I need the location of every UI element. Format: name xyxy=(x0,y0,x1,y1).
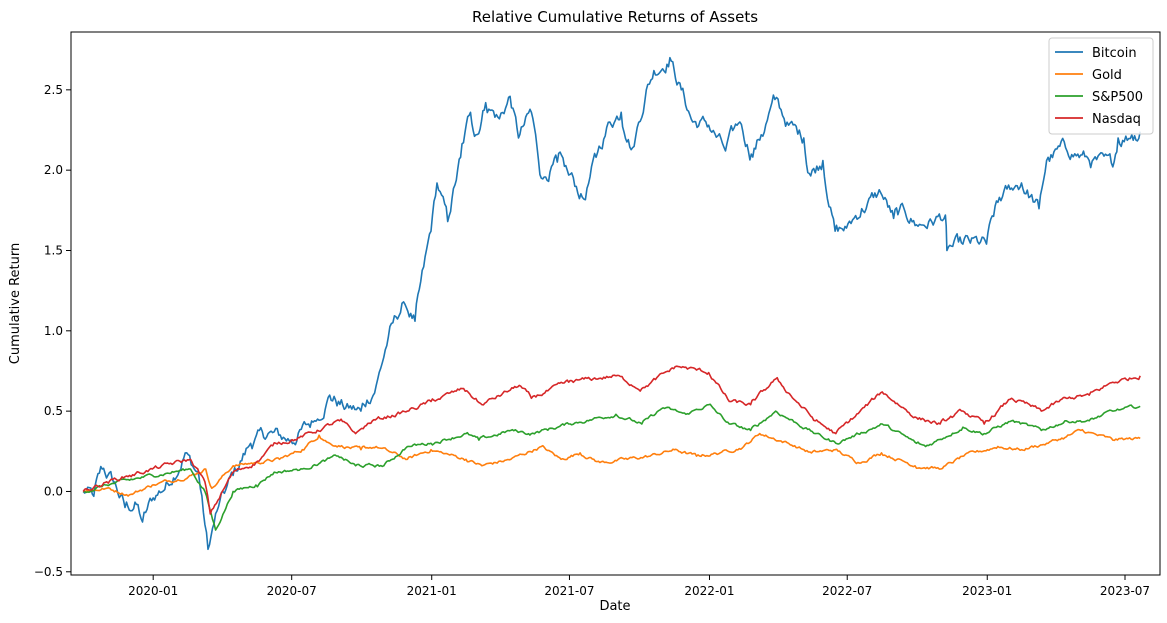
y-tick-label: 2.0 xyxy=(44,163,63,177)
legend-box xyxy=(1048,37,1154,135)
x-tick-label: 2020-07 xyxy=(267,584,317,598)
y-tick-label: 0.0 xyxy=(44,484,63,498)
legend-label-s-p500: S&P500 xyxy=(1092,90,1143,105)
legend-label-nasdaq: Nasdaq xyxy=(1092,112,1141,127)
plot-area xyxy=(70,31,1161,576)
x-axis-title: Date xyxy=(599,599,630,614)
y-tick-label: 2.5 xyxy=(44,83,63,97)
x-axis: 2020-01 2020-07 2021-01 2021-07 2022-01 2022-… xyxy=(128,575,1150,598)
series-line-nasdaq xyxy=(82,365,1141,515)
series-line-s-p500 xyxy=(83,403,1141,531)
legend-label-bitcoin: Bitcoin xyxy=(1092,46,1137,61)
x-tick-label: 2023-07 xyxy=(1100,584,1150,598)
y-tick-label: −0.5 xyxy=(34,565,63,579)
series-line-bitcoin xyxy=(82,56,1141,551)
y-tick-label: 0.5 xyxy=(44,404,63,418)
legend-label-gold: Gold xyxy=(1092,68,1122,83)
x-tick-label: 2021-07 xyxy=(544,584,594,598)
x-tick-label: 2022-07 xyxy=(822,584,872,598)
series-line-gold xyxy=(83,428,1141,497)
y-axis-title: Cumulative Return xyxy=(8,243,23,364)
chart-title: Relative Cumulative Returns of Assets xyxy=(472,8,758,26)
x-tick-label: 2023-01 xyxy=(962,584,1012,598)
x-tick-label: 2020-01 xyxy=(128,584,178,598)
y-tick-label: 1.5 xyxy=(44,243,63,257)
legend: Bitcoin Gold S&P500 Nasdaq xyxy=(1048,37,1154,135)
plot-frame xyxy=(70,31,1161,576)
x-tick-label: 2022-01 xyxy=(684,584,734,598)
y-axis: −0.5 0.0 0.5 1.0 1.5 2.0 2.5 xyxy=(34,83,71,579)
x-tick-label: 2021-01 xyxy=(407,584,457,598)
series-layer xyxy=(82,56,1141,551)
y-tick-label: 1.0 xyxy=(44,324,63,338)
